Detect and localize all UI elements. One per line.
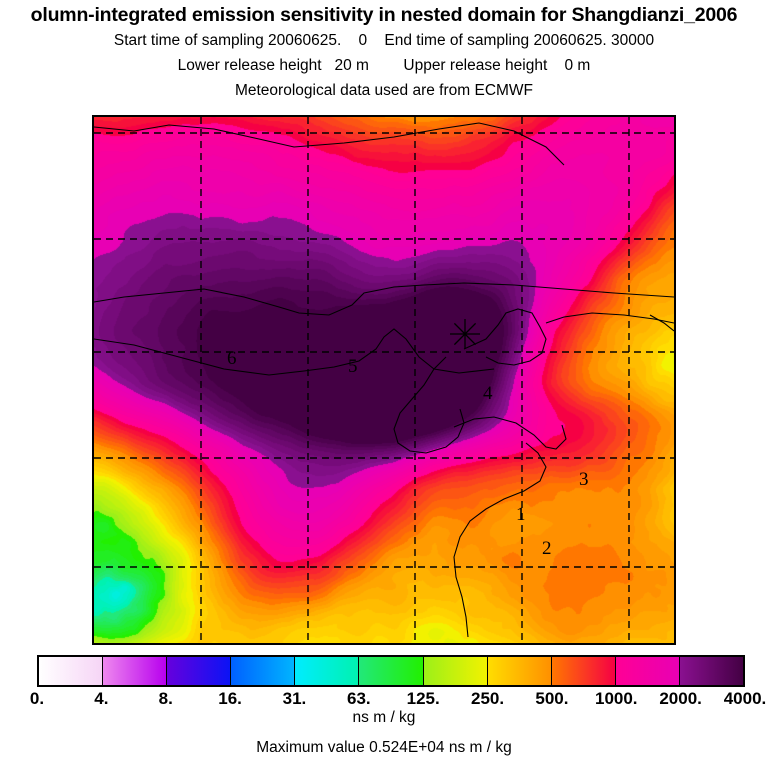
met-data-line: Meteorological data used are from ECMWF bbox=[234, 82, 534, 99]
colorbar-wrap bbox=[37, 655, 745, 687]
colorbar-tick-4: 31. bbox=[282, 689, 307, 708]
colorbar-units-label: ns m / kg bbox=[352, 709, 416, 726]
concentration-field bbox=[94, 117, 674, 643]
trajectory-label-4: 4 bbox=[483, 383, 493, 404]
colorbar-tick-6: 125. bbox=[406, 689, 440, 708]
colorbar-tick-8: 500. bbox=[535, 689, 569, 708]
trajectory-label-2: 2 bbox=[542, 538, 552, 559]
colorbar-tick-11: 4000. bbox=[723, 689, 767, 708]
colorbar-tick-9: 1000. bbox=[594, 689, 638, 708]
colorbar-tick-3: 16. bbox=[218, 689, 242, 708]
title-block: olumn-integrated emission sensitivity in… bbox=[0, 0, 768, 103]
colorbar-segment-2 bbox=[167, 657, 232, 685]
colorbar-segment-5 bbox=[359, 657, 424, 685]
maximum-value-label: Maximum value 0.524E+04 ns m / kg bbox=[256, 739, 512, 756]
page-title: olumn-integrated emission sensitivity in… bbox=[30, 4, 738, 26]
sampling-time-line: Start time of sampling 20060625. 0 End t… bbox=[113, 32, 655, 49]
colorbar-segment-3 bbox=[231, 657, 296, 685]
trajectory-label-1: 1 bbox=[516, 504, 526, 525]
trajectory-label-6: 6 bbox=[227, 348, 237, 369]
colorbar-tick-labels: 0. 4. 8. 16. 31. 63. 125. 250. 500. 1000. 2000. 400… bbox=[0, 689, 768, 713]
colorbar-segment-9 bbox=[615, 657, 680, 685]
trajectory-label-5: 5 bbox=[348, 356, 358, 377]
colorbar-segment-4 bbox=[295, 657, 360, 685]
colorbar-tick-0: 0. bbox=[29, 689, 45, 708]
colorbar-tick-5: 63. bbox=[346, 689, 371, 708]
colorbar-segment-6 bbox=[423, 657, 488, 685]
colorbar-segment-1 bbox=[103, 657, 168, 685]
colorbar-segment-8 bbox=[551, 657, 616, 685]
release-height-line: Lower release height 20 m Upper release … bbox=[177, 57, 591, 74]
colorbar-tick-1: 4. bbox=[94, 689, 109, 708]
trajectory-label-3: 3 bbox=[579, 469, 589, 490]
colorbar-tick-10: 2000. bbox=[659, 689, 702, 708]
colorbar[interactable] bbox=[37, 655, 745, 687]
colorbar-segment-10 bbox=[679, 657, 744, 685]
colorbar-segment-0 bbox=[39, 657, 104, 685]
colorbar-tick-7: 250. bbox=[470, 689, 505, 708]
colorbar-tick-2: 8. bbox=[158, 689, 173, 708]
colorbar-segment-7 bbox=[487, 657, 552, 685]
